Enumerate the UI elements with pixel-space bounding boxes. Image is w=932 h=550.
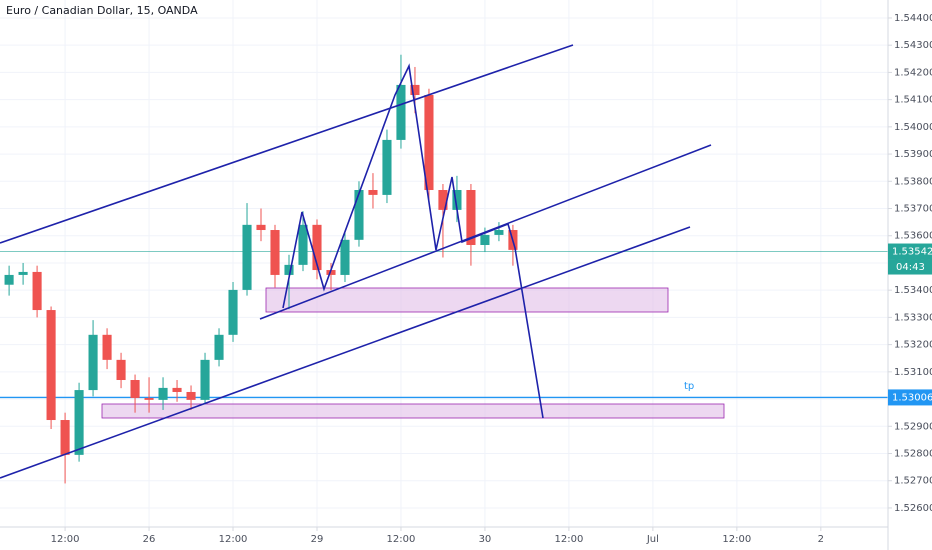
y-tick-label: 1.52600 [894, 503, 932, 514]
candle-body [214, 334, 224, 360]
candle-body [116, 359, 126, 381]
price-label: 1.53542 [892, 247, 932, 258]
candle-body [200, 359, 210, 400]
candle-body [130, 380, 140, 398]
y-tick-label: 1.54400 [894, 13, 932, 24]
candle-body [74, 390, 84, 455]
candle-body [18, 271, 28, 275]
candle-body [354, 190, 364, 240]
candle-body [4, 274, 14, 285]
y-tick-label: 1.54000 [894, 122, 932, 133]
x-tick-label: 12:00 [219, 534, 248, 545]
countdown-box [888, 259, 932, 275]
candle-body [256, 224, 266, 231]
annotation: tp [684, 381, 694, 392]
candle-body [466, 190, 476, 245]
y-tick-label: 1.53400 [894, 285, 932, 296]
y-tick-label: 1.53300 [894, 312, 932, 323]
path-projection [282, 63, 544, 419]
y-tick-label: 1.53900 [894, 149, 932, 160]
candle-body [102, 334, 112, 360]
candle-body [424, 95, 434, 191]
y-tick-label: 1.54100 [894, 95, 932, 106]
candle-body [32, 271, 42, 311]
y-tick-label: 1.53600 [894, 231, 932, 242]
candle-body [46, 310, 56, 421]
chart-title: Euro / Canadian Dollar, 15, OANDA [6, 4, 198, 17]
level-label: 1.53006 [892, 392, 932, 403]
candle-body [60, 420, 70, 455]
x-tick-label: 12:00 [387, 534, 416, 545]
target-zone [101, 403, 725, 419]
candle-body [186, 391, 196, 400]
zones [101, 287, 725, 419]
y-tick-label: 1.54300 [894, 40, 932, 51]
candle-body [228, 289, 238, 335]
candle-body [410, 84, 420, 96]
candle-body [340, 239, 350, 275]
candle-body [242, 224, 252, 290]
drawings [0, 44, 712, 479]
candle-body [298, 224, 308, 265]
candle-body [284, 264, 294, 275]
y-tick-label: 1.52800 [894, 449, 932, 460]
candle-body [312, 224, 322, 271]
candle-body [368, 190, 378, 195]
y-tick-label: 1.53700 [894, 204, 932, 215]
candle-body [144, 397, 154, 400]
trend-line [0, 44, 574, 244]
y-tick-label: 1.53100 [894, 367, 932, 378]
price-label-box [888, 243, 932, 260]
countdown: 04:43 [896, 262, 925, 273]
x-tick-label: 12:00 [554, 534, 583, 545]
x-tick-label: 12:00 [51, 534, 80, 545]
candle-body [494, 230, 504, 235]
x-tick-label: 29 [311, 534, 324, 545]
candle-body [480, 234, 490, 245]
candle-body [88, 334, 98, 391]
axes: 1.54400 1.54300 1.54200 1.54100 1.54000 1.539… [51, 13, 932, 545]
candle-body [172, 387, 182, 392]
candle-body [452, 190, 462, 210]
y-tick-label: 1.53200 [894, 340, 932, 351]
x-tick-label: Jul [646, 534, 659, 545]
candle-body [158, 387, 168, 400]
x-tick-label: 2 [818, 534, 824, 545]
candles [4, 54, 518, 484]
candle-body [438, 190, 448, 210]
x-tick-label: 12:00 [722, 534, 751, 545]
candle-body [382, 139, 392, 195]
x-tick-label: 30 [479, 534, 492, 545]
y-tick-label: 1.54200 [894, 67, 932, 78]
level-label-box [888, 389, 932, 406]
y-tick-label: 1.52900 [894, 421, 932, 432]
candle-body [326, 270, 336, 275]
candle-body [396, 84, 406, 140]
x-tick-label: 26 [143, 534, 156, 545]
trend-line [0, 226, 691, 479]
levels [0, 251, 888, 399]
candle-body [270, 230, 280, 275]
y-tick-label: 1.52700 [894, 476, 932, 487]
y-tick-label: 1.53800 [894, 176, 932, 187]
